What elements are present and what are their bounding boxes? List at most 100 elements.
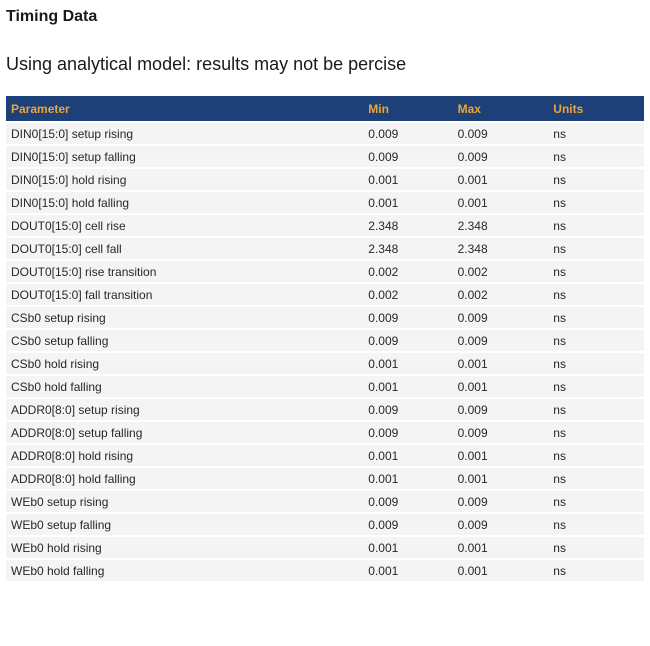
table-row: CSb0 hold falling 0.001 0.001 ns (6, 375, 644, 399)
cell-parameter: WEb0 hold rising (6, 536, 364, 560)
cell-parameter: DOUT0[15:0] cell fall (6, 237, 364, 261)
cell-min: 0.001 (363, 352, 453, 376)
cell-units: ns (548, 559, 644, 583)
cell-min: 0.009 (363, 513, 453, 537)
cell-min: 0.009 (363, 122, 453, 146)
cell-max: 0.009 (452, 122, 549, 146)
timing-data-table: Parameter Min Max Units DIN0[15:0] setup… (6, 96, 644, 583)
cell-units: ns (548, 398, 644, 422)
cell-min: 0.001 (363, 467, 453, 491)
table-row: ADDR0[8:0] hold rising 0.001 0.001 ns (6, 444, 644, 468)
cell-parameter: DIN0[15:0] setup rising (6, 122, 364, 146)
cell-units: ns (548, 375, 644, 399)
cell-min: 0.001 (363, 168, 453, 192)
cell-parameter: WEb0 setup falling (6, 513, 364, 537)
table-row: WEb0 setup falling 0.009 0.009 ns (6, 513, 644, 537)
table-row: DOUT0[15:0] fall transition 0.002 0.002 ns (6, 283, 644, 307)
cell-parameter: CSb0 hold falling (6, 375, 364, 399)
cell-max: 0.009 (452, 513, 549, 537)
cell-min: 0.001 (363, 444, 453, 468)
cell-max: 0.001 (452, 375, 549, 399)
cell-max: 2.348 (452, 214, 549, 238)
cell-units: ns (548, 237, 644, 261)
table-row: DIN0[15:0] setup rising 0.009 0.009 ns (6, 122, 644, 146)
table-row: ADDR0[8:0] hold falling 0.001 0.001 ns (6, 467, 644, 491)
cell-units: ns (548, 513, 644, 537)
table-row: DIN0[15:0] hold rising 0.001 0.001 ns (6, 168, 644, 192)
cell-parameter: WEb0 setup rising (6, 490, 364, 514)
column-header-max: Max (452, 96, 549, 123)
table-row: WEb0 setup rising 0.009 0.009 ns (6, 490, 644, 514)
cell-parameter: ADDR0[8:0] setup rising (6, 398, 364, 422)
cell-max: 0.001 (452, 559, 549, 583)
page-subtitle: Using analytical model: results may not … (6, 54, 407, 74)
cell-units: ns (548, 421, 644, 445)
cell-parameter: DOUT0[15:0] fall transition (6, 283, 364, 307)
table-row: DOUT0[15:0] rise transition 0.002 0.002 ns (6, 260, 644, 284)
table-row: DOUT0[15:0] cell fall 2.348 2.348 ns (6, 237, 644, 261)
table-row: CSb0 setup rising 0.009 0.009 ns (6, 306, 644, 330)
cell-min: 0.002 (363, 260, 453, 284)
table-row: DIN0[15:0] setup falling 0.009 0.009 ns (6, 145, 644, 169)
table-row: DOUT0[15:0] cell rise 2.348 2.348 ns (6, 214, 644, 238)
cell-units: ns (548, 329, 644, 353)
cell-parameter: WEb0 hold falling (6, 559, 364, 583)
cell-units: ns (548, 444, 644, 468)
cell-min: 0.009 (363, 145, 453, 169)
cell-parameter: ADDR0[8:0] hold falling (6, 467, 364, 491)
cell-parameter: ADDR0[8:0] setup falling (6, 421, 364, 445)
cell-min: 0.001 (363, 536, 453, 560)
cell-max: 0.009 (452, 145, 549, 169)
cell-max: 0.001 (452, 352, 549, 376)
cell-parameter: DOUT0[15:0] rise transition (6, 260, 364, 284)
cell-min: 0.001 (363, 191, 453, 215)
cell-units: ns (548, 352, 644, 376)
cell-min: 2.348 (363, 237, 453, 261)
table-body: DIN0[15:0] setup rising 0.009 0.009 ns DIN0[… (6, 122, 644, 583)
cell-parameter: CSb0 setup falling (6, 329, 364, 353)
table-row: CSb0 hold rising 0.001 0.001 ns (6, 352, 644, 376)
cell-max: 0.001 (452, 444, 549, 468)
page-title: Timing Data (6, 8, 98, 25)
cell-units: ns (548, 191, 644, 215)
cell-units: ns (548, 536, 644, 560)
table-row: WEb0 hold falling 0.001 0.001 ns (6, 559, 644, 583)
table-row: ADDR0[8:0] setup rising 0.009 0.009 ns (6, 398, 644, 422)
table-row: WEb0 hold rising 0.001 0.001 ns (6, 536, 644, 560)
cell-min: 0.001 (363, 559, 453, 583)
cell-parameter: CSb0 hold rising (6, 352, 364, 376)
cell-max: 0.009 (452, 490, 549, 514)
cell-max: 0.001 (452, 467, 549, 491)
cell-min: 0.009 (363, 398, 453, 422)
cell-units: ns (548, 490, 644, 514)
cell-parameter: CSb0 setup rising (6, 306, 364, 330)
cell-units: ns (548, 306, 644, 330)
cell-max: 0.009 (452, 398, 549, 422)
cell-parameter: DIN0[15:0] hold falling (6, 191, 364, 215)
cell-units: ns (548, 260, 644, 284)
cell-units: ns (548, 283, 644, 307)
cell-min: 0.009 (363, 329, 453, 353)
cell-max: 0.001 (452, 191, 549, 215)
cell-min: 2.348 (363, 214, 453, 238)
cell-max: 0.009 (452, 306, 549, 330)
cell-min: 0.009 (363, 421, 453, 445)
cell-max: 0.002 (452, 260, 549, 284)
cell-max: 0.001 (452, 168, 549, 192)
cell-max: 2.348 (452, 237, 549, 261)
cell-max: 0.009 (452, 421, 549, 445)
table-row: DIN0[15:0] hold falling 0.001 0.001 ns (6, 191, 644, 215)
cell-parameter: DOUT0[15:0] cell rise (6, 214, 364, 238)
cell-parameter: ADDR0[8:0] hold rising (6, 444, 364, 468)
cell-parameter: DIN0[15:0] setup falling (6, 145, 364, 169)
cell-min: 0.009 (363, 306, 453, 330)
cell-units: ns (548, 467, 644, 491)
table-row: ADDR0[8:0] setup falling 0.009 0.009 ns (6, 421, 644, 445)
cell-max: 0.009 (452, 329, 549, 353)
column-header-parameter: Parameter (6, 96, 364, 123)
cell-units: ns (548, 168, 644, 192)
table-row: CSb0 setup falling 0.009 0.009 ns (6, 329, 644, 353)
column-header-min: Min (363, 96, 453, 123)
cell-units: ns (548, 122, 644, 146)
